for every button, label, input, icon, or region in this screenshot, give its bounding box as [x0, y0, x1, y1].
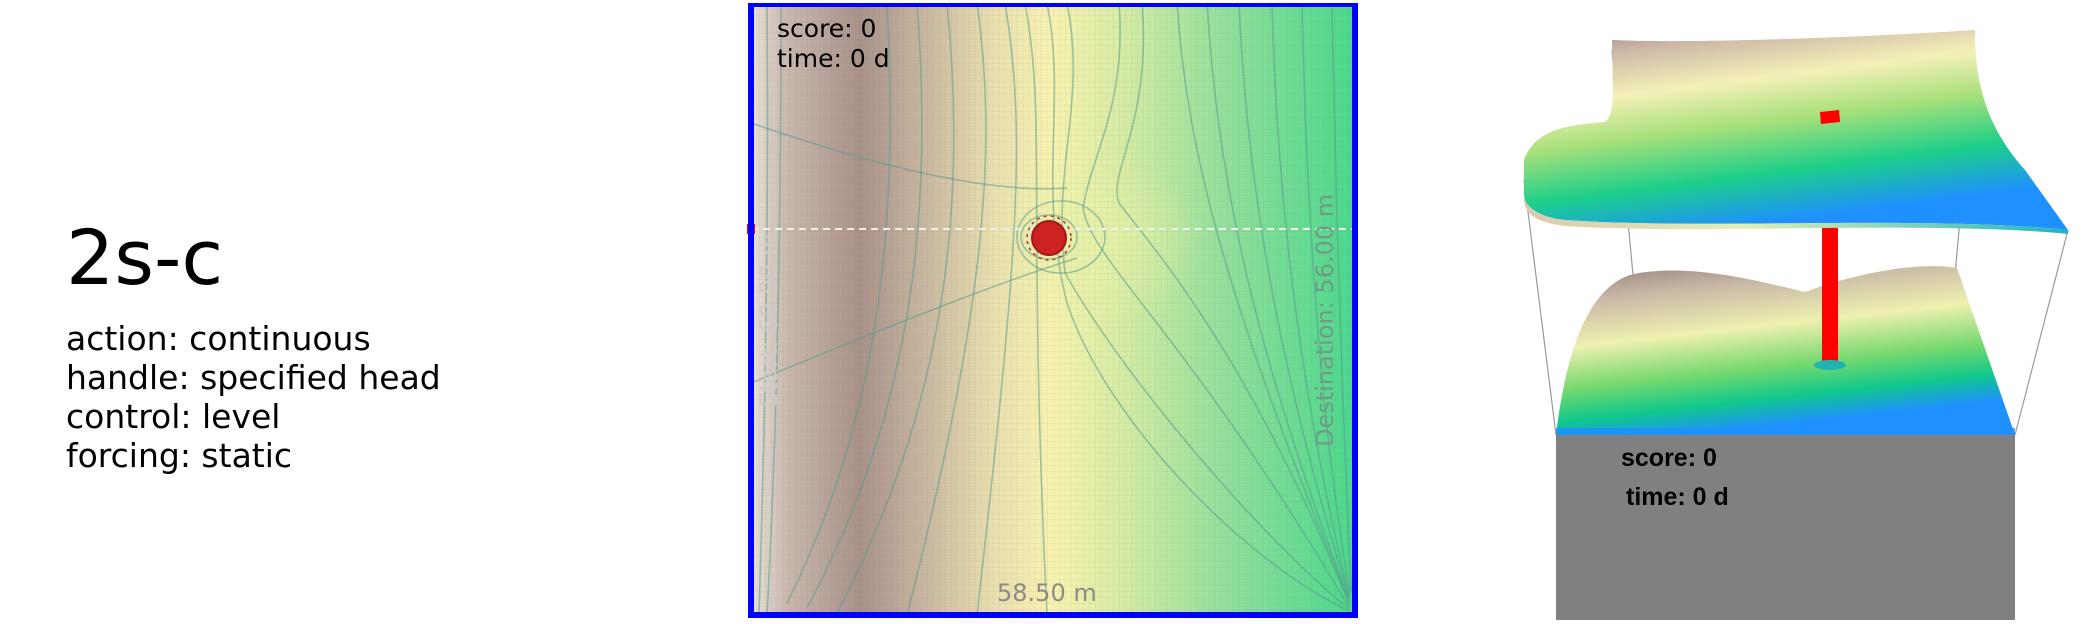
view3d-score-text: score: 0 [1621, 444, 1717, 472]
bottom-head-label: 58.50 m [997, 579, 1097, 607]
start-head-label: Start: 60.00 m [755, 233, 783, 407]
aquifer-3d-canvas[interactable] [1505, 30, 2070, 620]
base-block [1556, 435, 2015, 620]
env-info-panel: 2s-c action: continuous handle: specifie… [66, 213, 441, 476]
well-top-icon [1820, 110, 1840, 124]
map-border [748, 3, 1358, 618]
info-control: control: level [66, 397, 281, 436]
map-time-text: time: 0 d [777, 44, 890, 73]
lower-surface-edge [1556, 428, 2015, 435]
contour-lines [750, 3, 1352, 616]
info-forcing: forcing: static [66, 436, 293, 475]
info-handle: handle: specified head [66, 358, 441, 397]
lower-head-surface [1556, 266, 2015, 435]
well-icon[interactable] [1026, 215, 1072, 261]
info-action: action: continuous [66, 319, 371, 358]
view3d-time-text: time: 0 d [1626, 483, 1729, 511]
head-map-2d[interactable]: Start: 60.00 m Destination: 56.00 m 58.5… [747, 3, 1359, 619]
model-grid [751, 3, 1355, 615]
destination-head-label: Destination: 56.00 m [1311, 194, 1339, 447]
well-base-ring [1814, 360, 1846, 370]
upper-head-surface [1524, 30, 2068, 230]
map-score-text: score: 0 [777, 14, 877, 43]
upper-surface-front-edge [1524, 195, 2068, 234]
aquifer-3d-view[interactable]: score: 0 time: 0 d [1505, 30, 2070, 620]
env-title: 2s-c [66, 213, 224, 302]
head-map-canvas[interactable]: Start: 60.00 m Destination: 56.00 m 58.5… [747, 3, 1359, 619]
